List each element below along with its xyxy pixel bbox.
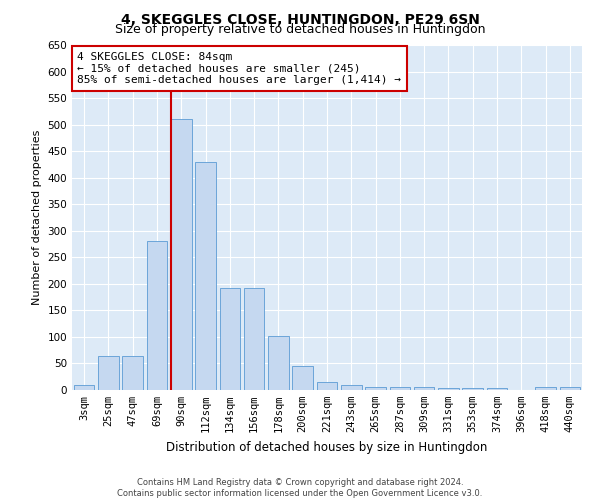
- Text: 4 SKEGGLES CLOSE: 84sqm
← 15% of detached houses are smaller (245)
85% of semi-d: 4 SKEGGLES CLOSE: 84sqm ← 15% of detache…: [77, 52, 401, 85]
- Bar: [317, 382, 337, 390]
- Bar: [487, 388, 508, 390]
- Bar: [292, 366, 313, 390]
- Bar: [74, 384, 94, 390]
- X-axis label: Distribution of detached houses by size in Huntingdon: Distribution of detached houses by size …: [166, 440, 488, 454]
- Bar: [244, 288, 265, 390]
- Text: Contains HM Land Registry data © Crown copyright and database right 2024.
Contai: Contains HM Land Registry data © Crown c…: [118, 478, 482, 498]
- Bar: [146, 242, 167, 390]
- Bar: [535, 388, 556, 390]
- Text: 4, SKEGGLES CLOSE, HUNTINGDON, PE29 6SN: 4, SKEGGLES CLOSE, HUNTINGDON, PE29 6SN: [121, 12, 479, 26]
- Bar: [414, 388, 434, 390]
- Bar: [365, 388, 386, 390]
- Bar: [438, 388, 459, 390]
- Y-axis label: Number of detached properties: Number of detached properties: [32, 130, 42, 305]
- Bar: [389, 388, 410, 390]
- Bar: [171, 120, 191, 390]
- Bar: [341, 384, 362, 390]
- Bar: [122, 356, 143, 390]
- Bar: [463, 388, 483, 390]
- Bar: [220, 288, 240, 390]
- Bar: [268, 336, 289, 390]
- Bar: [560, 388, 580, 390]
- Bar: [195, 162, 216, 390]
- Bar: [98, 356, 119, 390]
- Text: Size of property relative to detached houses in Huntingdon: Size of property relative to detached ho…: [115, 22, 485, 36]
